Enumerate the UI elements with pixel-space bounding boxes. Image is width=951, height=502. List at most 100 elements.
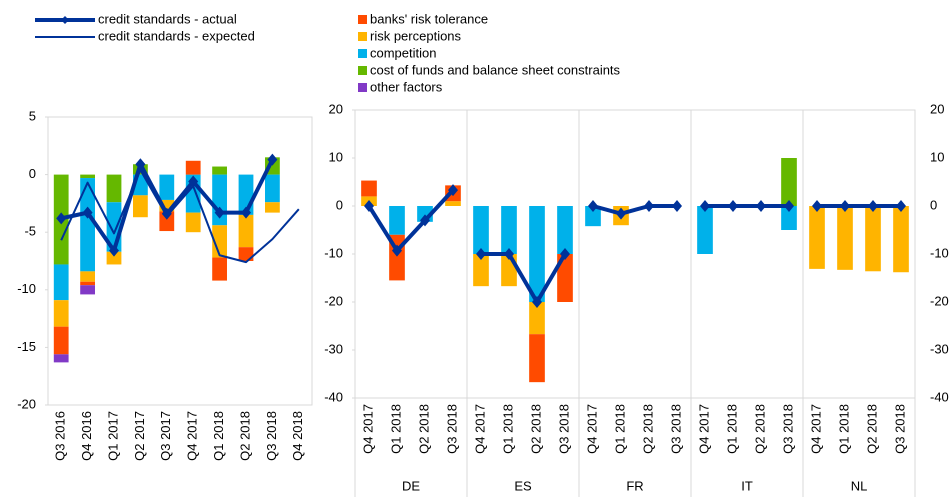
bar-segment xyxy=(781,206,797,230)
x-tick-label: Q4 2017 xyxy=(584,404,599,454)
plot-frame xyxy=(47,116,313,406)
x-tick-label: Q4 2017 xyxy=(360,404,375,454)
bar-segment xyxy=(238,247,254,261)
x-tick-label: Q2 2018 xyxy=(864,404,879,454)
bar-segment xyxy=(557,254,573,302)
line-marker xyxy=(840,200,850,212)
line-marker xyxy=(135,158,146,171)
line-marker xyxy=(392,244,402,257)
bar-segment xyxy=(865,206,881,272)
x-tick-label: Q3 2016 xyxy=(53,411,68,461)
bar-segment xyxy=(80,178,95,272)
legend-label: credit standards - actual xyxy=(98,11,237,26)
x-tick-label: Q2 2018 xyxy=(237,411,252,461)
line-marker xyxy=(672,200,682,212)
bar-segment xyxy=(389,206,405,235)
bar-segment xyxy=(473,206,489,254)
bar-segment xyxy=(53,300,69,327)
bar-segment xyxy=(159,174,175,200)
legend-label: competition xyxy=(370,45,436,60)
bar-segment xyxy=(53,326,69,355)
legend-swatch xyxy=(358,15,367,24)
x-tick-label: Q1 2018 xyxy=(500,404,515,454)
bar-segment xyxy=(159,211,175,232)
x-tick-label: Q3 2018 xyxy=(780,404,795,454)
y2-tick-label: -30 xyxy=(930,341,949,356)
line-marker xyxy=(214,206,225,219)
bar-segment xyxy=(781,158,797,206)
x-tick-label: Q3 2018 xyxy=(556,404,571,454)
y2-tick-label: -10 xyxy=(930,245,949,260)
x-tick-label: Q3 2017 xyxy=(158,411,173,461)
line-marker xyxy=(188,175,199,188)
bar-segment xyxy=(529,334,545,383)
y-tick-label: 20 xyxy=(329,101,343,116)
y-tick-label: -10 xyxy=(17,281,36,296)
legend-label: other factors xyxy=(370,79,443,94)
group-label: ES xyxy=(514,478,532,493)
x-tick-label: Q3 2018 xyxy=(892,404,907,454)
group-label: NL xyxy=(851,478,868,493)
line-marker xyxy=(616,207,626,220)
bar-segment xyxy=(361,180,377,197)
x-tick-label: Q1 2017 xyxy=(105,411,120,461)
x-tick-label: Q4 2017 xyxy=(696,404,711,454)
bar-segment xyxy=(809,206,825,269)
y2-tick-label: 0 xyxy=(930,197,937,212)
y-tick-label: -40 xyxy=(324,389,343,404)
y2-tick-label: -40 xyxy=(930,389,949,404)
line-marker xyxy=(812,200,822,212)
bar-segment xyxy=(445,201,461,206)
bar-segment xyxy=(80,174,95,179)
y-tick-label: -20 xyxy=(17,396,36,411)
legend-label: cost of funds and balance sheet constrai… xyxy=(370,62,621,77)
line-marker xyxy=(504,248,514,260)
bar-segment xyxy=(53,264,69,301)
bar-segment xyxy=(80,285,95,295)
x-tick-label: Q2 2018 xyxy=(528,404,543,454)
line-marker xyxy=(420,214,430,227)
bar-segment xyxy=(80,271,95,282)
y-tick-label: 0 xyxy=(29,166,36,181)
bar-segment xyxy=(238,214,254,248)
x-tick-label: Q1 2018 xyxy=(612,404,627,454)
x-tick-label: Q1 2018 xyxy=(724,404,739,454)
x-tick-label: Q1 2018 xyxy=(388,404,403,454)
bar-segment xyxy=(893,206,909,273)
bar-segment xyxy=(185,212,201,233)
line-marker xyxy=(82,206,93,219)
line-marker xyxy=(756,200,766,212)
actual-line xyxy=(592,204,677,216)
bar-segment xyxy=(501,206,517,254)
x-tick-label: Q4 2018 xyxy=(290,411,305,461)
bar-segment xyxy=(557,206,573,254)
line-marker xyxy=(868,200,878,212)
expected-line xyxy=(60,168,300,264)
bar-segment xyxy=(265,202,280,213)
legend-swatch xyxy=(358,66,367,75)
y-tick-label: -20 xyxy=(324,293,343,308)
legend-marker xyxy=(61,16,69,24)
bar-segment xyxy=(837,206,853,270)
legend-label: credit standards - expected xyxy=(98,28,255,43)
y-tick-label: -30 xyxy=(324,341,343,356)
line-marker xyxy=(728,200,738,212)
y-tick-label: -10 xyxy=(324,245,343,260)
legend-label: banks' risk tolerance xyxy=(370,11,488,26)
group-label: FR xyxy=(626,478,643,493)
bar-segment xyxy=(53,354,69,363)
y-tick-label: -5 xyxy=(24,224,36,239)
legend-swatch xyxy=(358,49,367,58)
x-tick-label: Q2 2018 xyxy=(640,404,655,454)
line-marker xyxy=(700,200,710,212)
y-tick-label: 5 xyxy=(29,108,36,123)
x-tick-label: Q2 2017 xyxy=(132,411,147,461)
x-tick-label: Q3 2018 xyxy=(264,411,279,461)
y2-tick-label: 10 xyxy=(930,149,944,164)
y2-tick-label: 20 xyxy=(930,101,944,116)
y-tick-label: 10 xyxy=(329,149,343,164)
bar-segment xyxy=(212,225,227,258)
bar-segment xyxy=(473,254,489,287)
line-marker xyxy=(560,248,570,260)
legend-swatch xyxy=(358,32,367,41)
